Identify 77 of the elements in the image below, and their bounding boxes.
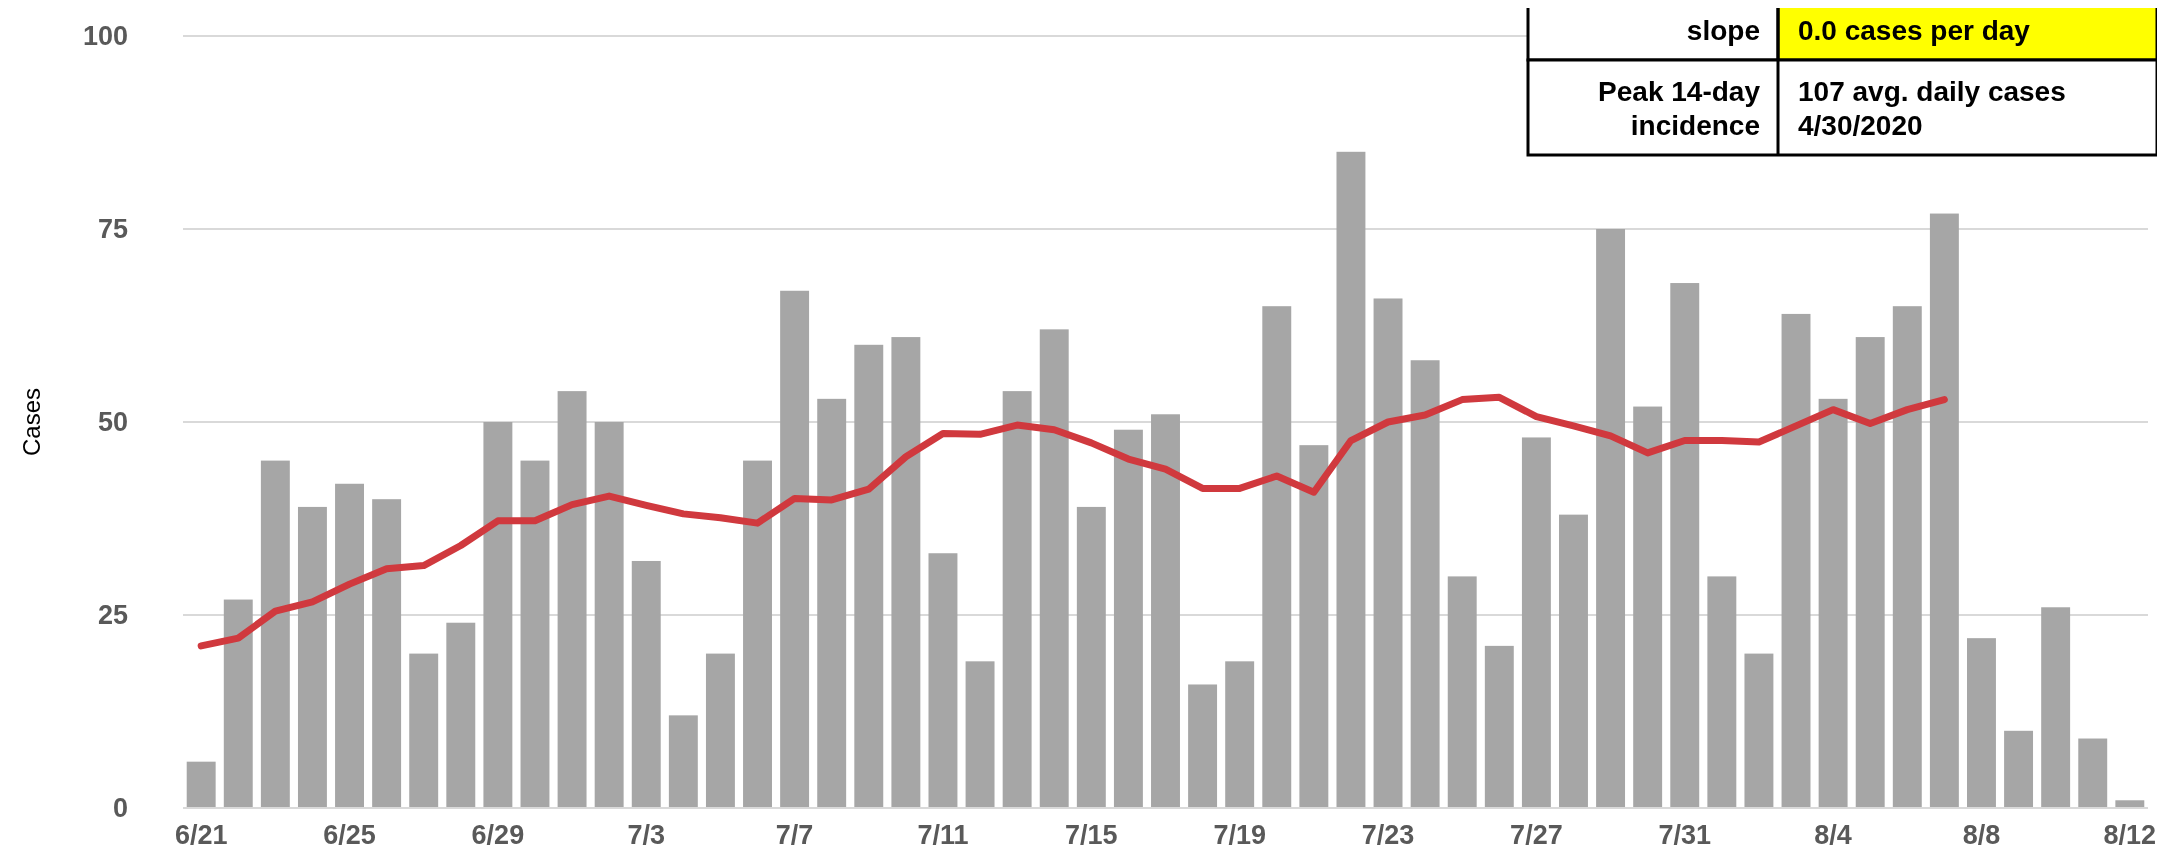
bar: [743, 460, 772, 808]
bar: [446, 622, 476, 808]
bar: [1373, 298, 1403, 808]
bar: [854, 344, 884, 808]
y-tick-label: 0: [112, 793, 128, 824]
bar: [1151, 414, 1180, 808]
bar: [335, 483, 364, 808]
y-axis-title: Cases: [18, 387, 45, 457]
y-tick-label: 100: [82, 21, 128, 52]
bar: [1744, 653, 1774, 808]
bar: [2004, 730, 2034, 808]
x-tick-label: 7/3: [627, 820, 666, 850]
bar: [1113, 429, 1143, 808]
annotation: 107 avg. daily cases 4/30/2020: [1798, 75, 2066, 141]
bar: [780, 290, 810, 808]
y-tick-label: 25: [97, 600, 128, 631]
annotation: 0.0 cases per day: [1798, 15, 2031, 46]
x-tick-label: 7/23: [1361, 820, 1415, 850]
bar: [817, 398, 847, 808]
bar: [1076, 506, 1106, 808]
bar: [1225, 661, 1255, 808]
bar: [705, 653, 735, 808]
x-tick-label: 7/15: [1065, 820, 1118, 850]
bar: [2078, 738, 2108, 808]
bar: [483, 422, 513, 808]
annotation: slope: [1686, 15, 1760, 46]
bar: [594, 422, 624, 808]
x-tick-label: 6/29: [471, 820, 525, 850]
bar: [260, 460, 290, 808]
x-tick-label: 7/19: [1213, 820, 1266, 850]
x-tick-label: 8/4: [1814, 820, 1852, 850]
y-tick-label: 75: [97, 214, 128, 245]
bar: [1299, 445, 1329, 808]
bar: [1892, 306, 1922, 808]
x-tick-label: 6/25: [323, 820, 376, 850]
x-tick-label: 7/27: [1510, 820, 1563, 850]
bar: [1929, 213, 1959, 808]
bar: [1002, 391, 1032, 808]
bar: [409, 653, 439, 808]
x-tick-label: 7/7: [775, 820, 814, 850]
bar: [1855, 337, 1885, 808]
x-tick-label: 8/12: [2103, 820, 2157, 850]
bar: [1596, 229, 1626, 808]
x-tick-label: 8/8: [1962, 820, 2001, 850]
bar: [1262, 306, 1292, 808]
bar: [520, 460, 550, 808]
bar: [2115, 800, 2145, 808]
bar: [1410, 360, 1440, 808]
bar: [1818, 398, 1848, 808]
bar: [2041, 607, 2071, 808]
bar: [1781, 313, 1811, 808]
bar: [631, 560, 661, 808]
bar: [1447, 576, 1477, 808]
bar: [1188, 684, 1218, 808]
bar: [965, 661, 995, 808]
bar: [1484, 645, 1514, 808]
bar: [928, 553, 958, 808]
bar: [223, 599, 253, 808]
bar: [1633, 406, 1663, 808]
bar: [1039, 329, 1069, 808]
bar: [372, 499, 402, 808]
bar: [1670, 283, 1700, 808]
x-tick-label: 7/31: [1658, 820, 1712, 850]
bar: [1967, 638, 1996, 808]
bar: [891, 337, 921, 808]
y-tick-label: 50: [97, 407, 128, 438]
bar: [1521, 437, 1551, 808]
bar: [557, 391, 587, 808]
x-tick-label: 6/21: [174, 820, 228, 850]
x-tick-label: 7/11: [917, 820, 969, 850]
bar: [1707, 576, 1737, 808]
bar: [297, 506, 327, 808]
bar: [1559, 514, 1588, 808]
bar: [668, 715, 698, 808]
annotation: Peak 14-day incidence: [1598, 75, 1761, 141]
bar: [186, 761, 216, 808]
bar: [1336, 151, 1366, 808]
